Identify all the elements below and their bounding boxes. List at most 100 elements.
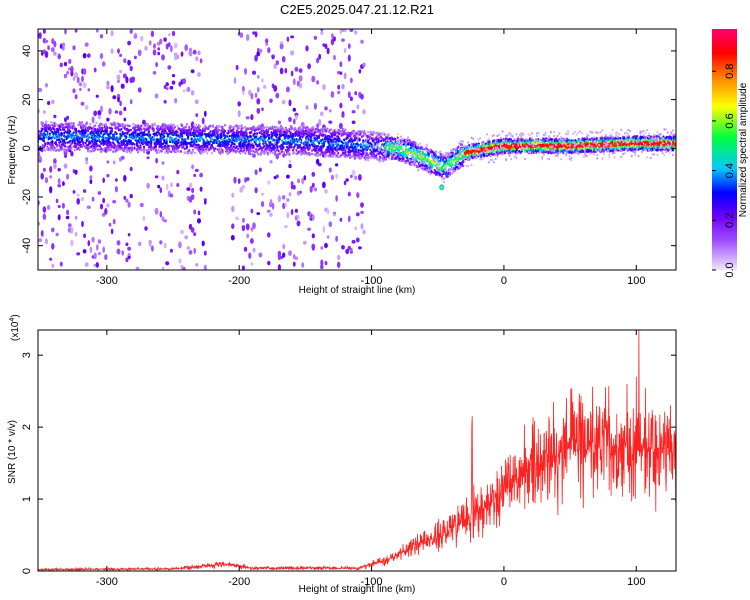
spectrogram-cell xyxy=(59,140,62,143)
spectrogram-cell xyxy=(248,89,252,96)
spectrogram-cell xyxy=(358,69,362,74)
spectrogram-cell xyxy=(324,140,327,143)
spectrogram-cell xyxy=(313,143,316,146)
spectrogram-cell xyxy=(347,91,351,98)
spectrogram-cell xyxy=(106,160,110,164)
spectrogram-cell xyxy=(252,222,256,230)
spectrogram-cell xyxy=(299,82,303,89)
spectrogram-cell xyxy=(242,90,245,96)
spectrogram-cell xyxy=(114,144,117,147)
spectrogram-cell xyxy=(129,150,132,154)
spectrogram-cell xyxy=(245,131,248,135)
spectrogram-cell xyxy=(258,252,263,258)
spectrogram-cell xyxy=(265,38,269,44)
spectrogram-cell xyxy=(152,71,157,75)
spectrogram-cell xyxy=(432,163,435,166)
spectrogram-cell xyxy=(349,96,353,102)
spectrogram-cell xyxy=(385,137,389,140)
spectrogram-cell xyxy=(57,54,61,60)
spectrogram-cell xyxy=(279,43,284,50)
spectrogram-cell xyxy=(137,144,140,148)
spectrogram-cell xyxy=(230,234,235,241)
spectrogram-cell xyxy=(195,113,199,118)
spectrogram-cell xyxy=(521,138,525,141)
spectrogram-cell xyxy=(182,89,186,93)
spectrogram-cell xyxy=(186,187,191,191)
spectrogram-cell xyxy=(384,158,387,161)
spectrogram-cell xyxy=(164,129,167,133)
spectrogram-cell xyxy=(133,143,136,146)
spectrogram-cell xyxy=(156,151,159,154)
spectrogram-cell xyxy=(97,239,102,244)
spectrogram-cell xyxy=(338,137,341,140)
spectrogram-cell xyxy=(169,193,174,198)
spectrogram-cell xyxy=(289,140,292,144)
spectrogram-cell xyxy=(90,127,93,130)
spectrogram-cell xyxy=(75,127,78,131)
spectrogram-cell xyxy=(77,146,80,150)
spectrogram-cell xyxy=(290,127,293,131)
spectrogram-cell xyxy=(344,128,347,131)
spectrogram-cell xyxy=(89,141,92,145)
spectrogram-cell xyxy=(44,149,47,152)
spectrogram-cell xyxy=(256,212,261,216)
spectrogram-cell xyxy=(72,131,75,134)
spectrogram-cell xyxy=(339,102,343,109)
spectrogram-cell xyxy=(106,127,109,131)
spectrogram-cell xyxy=(41,122,44,125)
spectrogram-cell xyxy=(112,218,116,225)
spectrogram-cell xyxy=(256,107,261,114)
spectrogram-cell xyxy=(91,116,95,124)
spectrogram-cell xyxy=(123,138,127,141)
spectrogram-cell xyxy=(260,148,264,151)
spectrogram-cell xyxy=(49,175,53,179)
spectrogram-cell xyxy=(333,36,336,42)
spectrogram-cell xyxy=(51,263,55,268)
spectrogram-cell xyxy=(244,151,247,155)
spectrogram-cell xyxy=(90,145,93,148)
spectrogram-cell xyxy=(288,116,292,122)
spectrogram-cell xyxy=(148,126,152,129)
spectrogram-cell xyxy=(214,147,217,150)
spectrogram-cell xyxy=(320,111,324,117)
spectrogram-cell xyxy=(250,114,254,121)
spectrogram-cell xyxy=(45,120,48,123)
spectrogram-cell xyxy=(172,139,175,143)
spectrogram-cell xyxy=(262,142,265,145)
spectrogram-cell xyxy=(403,150,406,153)
spectrogram-cell xyxy=(107,146,110,149)
spectrogram-cell xyxy=(96,244,99,251)
spectrogram-cell xyxy=(254,54,258,62)
spectrogram-cell xyxy=(104,207,108,214)
spectrogram-cell xyxy=(159,187,163,194)
spectrogram-cell xyxy=(125,139,128,143)
spectrogram-cell xyxy=(272,138,275,142)
spectrogram-cell xyxy=(193,232,197,237)
spectrogram-cell xyxy=(110,144,113,147)
spectrogram-cell xyxy=(339,122,343,130)
spectrogram-cell xyxy=(180,229,184,235)
spectrogram-cell xyxy=(108,108,112,115)
spectrogram-cell xyxy=(66,115,70,120)
spectrogram-cell xyxy=(362,229,366,235)
spectrogram-cell xyxy=(43,29,46,34)
spectrogram-cell xyxy=(63,73,68,79)
spectrogram-cell xyxy=(70,65,74,73)
spectrogram-cell xyxy=(52,148,55,152)
spectrogram-cell xyxy=(312,214,315,221)
spectrogram-cell xyxy=(250,208,254,214)
spectrogram-cell xyxy=(42,213,47,220)
spectrogram-cell xyxy=(86,53,91,58)
spectrogram-cell xyxy=(76,76,80,84)
spectrogram-cell xyxy=(89,122,92,126)
spectrogram-cell xyxy=(79,87,82,91)
spectrogram-cell xyxy=(246,135,249,139)
spectrogram-cell xyxy=(406,156,409,160)
spectrogram-cell xyxy=(253,132,256,135)
spectrogram-cell xyxy=(61,123,65,127)
spectrogram-cell xyxy=(72,190,76,194)
spectrogram-cell xyxy=(110,128,113,132)
spectrogram-cell xyxy=(238,131,241,134)
spectrogram-cell xyxy=(216,135,219,139)
spectrogram-cell xyxy=(85,157,89,162)
